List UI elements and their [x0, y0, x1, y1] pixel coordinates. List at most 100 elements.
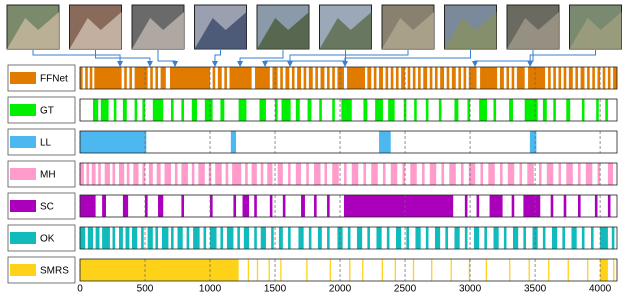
- segment: [255, 67, 270, 89]
- segment: [406, 227, 409, 249]
- legend-label: OK: [40, 234, 55, 245]
- segment: [291, 67, 295, 89]
- legend-label: GT: [40, 106, 54, 117]
- segment: [277, 163, 283, 185]
- segment: [141, 227, 144, 249]
- segment: [528, 67, 546, 89]
- segment: [605, 99, 608, 121]
- segment: [191, 163, 195, 185]
- segment: [385, 67, 389, 89]
- segment: [388, 99, 395, 121]
- segment: [571, 227, 577, 249]
- segment: [226, 227, 234, 249]
- legend-swatch: [10, 168, 36, 180]
- segment: [191, 99, 198, 121]
- segment: [519, 163, 523, 185]
- thumbnail-detail: [132, 12, 184, 49]
- segment: [488, 163, 495, 185]
- segment: [126, 163, 130, 185]
- segment: [332, 67, 335, 89]
- segment: [562, 227, 565, 249]
- segment: [529, 131, 537, 153]
- thumbnail-detail: [507, 12, 559, 49]
- row-border: [79, 130, 618, 154]
- segment: [412, 259, 415, 281]
- thumbnail-detail: [569, 12, 622, 49]
- segment: [407, 67, 411, 89]
- segment: [112, 227, 116, 249]
- segment: [548, 67, 551, 89]
- segment: [238, 99, 247, 121]
- segment: [468, 67, 477, 89]
- segment: [254, 195, 257, 217]
- segment: [587, 67, 590, 89]
- keyframe-arrow: [341, 50, 471, 67]
- segment: [256, 259, 259, 281]
- segment: [288, 227, 291, 249]
- row-border: [79, 98, 618, 122]
- segment: [306, 163, 309, 185]
- segment: [376, 227, 382, 249]
- segment: [112, 163, 116, 185]
- legend-swatch: [10, 200, 36, 212]
- segment: [607, 67, 611, 89]
- segment: [327, 195, 330, 217]
- segment: [125, 227, 130, 249]
- segment: [386, 227, 390, 249]
- segment: [441, 163, 445, 185]
- segment: [95, 227, 100, 249]
- segment: [134, 67, 148, 89]
- segment: [367, 227, 370, 249]
- segment: [271, 227, 274, 249]
- keyframe-arrow: [286, 50, 409, 67]
- segment: [485, 259, 487, 281]
- segment: [119, 227, 123, 249]
- segment: [373, 67, 377, 89]
- legend-label: FFNet: [40, 74, 68, 85]
- segment: [509, 259, 511, 281]
- segment: [282, 195, 286, 217]
- segment: [80, 259, 239, 281]
- segment: [438, 99, 442, 121]
- segment: [524, 99, 538, 121]
- segment: [351, 163, 359, 185]
- segment: [171, 227, 174, 249]
- segment: [480, 163, 484, 185]
- segment: [607, 195, 611, 217]
- segment: [390, 67, 394, 89]
- segment: [251, 163, 257, 185]
- segment: [440, 67, 445, 89]
- segment: [550, 195, 554, 217]
- segment: [577, 163, 581, 185]
- segment: [349, 259, 351, 281]
- segment: [314, 163, 321, 185]
- segment: [80, 195, 96, 217]
- segment: [458, 67, 461, 89]
- segment: [379, 131, 391, 153]
- legend-swatch: [10, 104, 36, 116]
- segment: [410, 163, 417, 185]
- segment: [423, 67, 428, 89]
- legend-label: SMRS: [40, 266, 69, 277]
- segment: [288, 163, 291, 185]
- segment: [337, 67, 344, 89]
- row-border: [79, 194, 618, 218]
- segment: [232, 163, 242, 185]
- segment: [464, 227, 468, 249]
- segment: [308, 67, 313, 89]
- segment: [594, 195, 598, 217]
- segment: [468, 259, 471, 281]
- segment: [100, 99, 109, 121]
- segment: [297, 67, 302, 89]
- segment: [467, 99, 471, 121]
- segment: [327, 227, 330, 249]
- segment: [295, 99, 300, 121]
- segment: [542, 227, 546, 249]
- segment: [581, 99, 585, 121]
- segment: [230, 131, 237, 153]
- segment: [375, 99, 383, 121]
- segment: [160, 67, 166, 89]
- segment: [347, 67, 366, 89]
- segment: [476, 195, 480, 217]
- segment: [412, 67, 416, 89]
